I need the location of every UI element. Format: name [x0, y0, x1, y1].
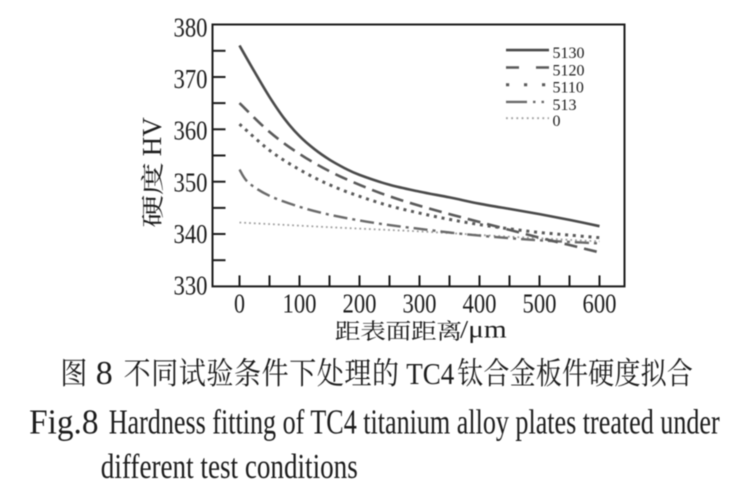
- svg-text:380: 380: [174, 12, 208, 42]
- svg-text:350: 350: [174, 167, 208, 197]
- svg-text:360: 360: [174, 116, 208, 146]
- svg-text:Hardness fitting of TC4 titani: Hardness fitting of TC4 titanium alloy p…: [109, 403, 720, 442]
- svg-text:400: 400: [463, 289, 497, 319]
- svg-text:513: 513: [553, 97, 577, 114]
- svg-text:200: 200: [343, 289, 377, 319]
- svg-text:TC4: TC4: [406, 356, 454, 391]
- svg-text:/μm: /μm: [460, 316, 507, 343]
- svg-text:0: 0: [234, 289, 245, 319]
- svg-text:370: 370: [174, 64, 208, 94]
- svg-text:0: 0: [553, 113, 561, 130]
- svg-text:100: 100: [283, 289, 317, 319]
- svg-text:600: 600: [583, 289, 617, 319]
- svg-text:500: 500: [523, 289, 557, 319]
- svg-text:HV: HV: [137, 117, 167, 156]
- svg-text:5130: 5130: [553, 45, 585, 62]
- svg-text:340: 340: [174, 219, 208, 249]
- svg-text:5110: 5110: [553, 80, 584, 97]
- svg-text:300: 300: [403, 289, 437, 319]
- svg-text:5120: 5120: [553, 62, 585, 79]
- svg-text:8: 8: [96, 355, 113, 392]
- svg-text:different test conditions: different test conditions: [101, 447, 358, 486]
- svg-text:330: 330: [174, 271, 208, 301]
- svg-text:Fig.8: Fig.8: [29, 403, 98, 442]
